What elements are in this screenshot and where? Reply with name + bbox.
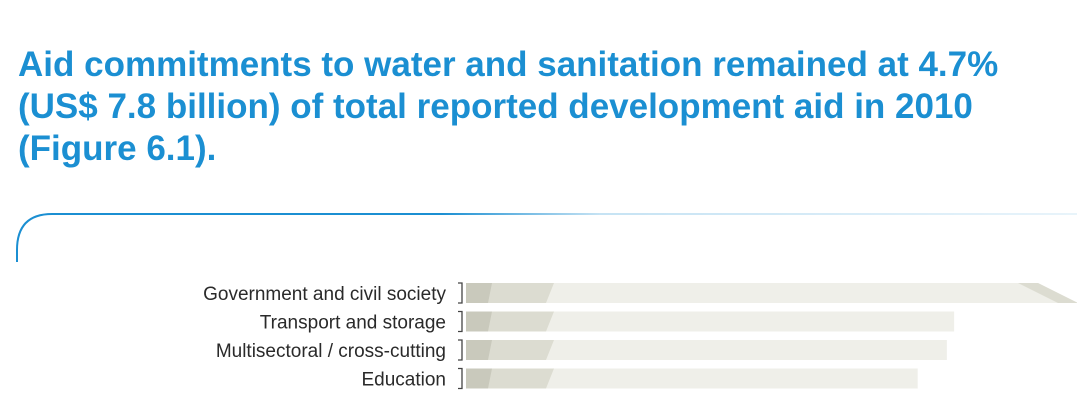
bar-chart: Government and civil society Transport an… — [203, 282, 1077, 391]
axis-tick — [458, 282, 463, 304]
bar-segment — [466, 311, 492, 332]
headline-line-2: (US$ 7.8 billion) of total reported deve… — [18, 87, 973, 126]
bar-segment — [466, 283, 492, 303]
axis-tick — [458, 339, 463, 361]
bar — [466, 311, 955, 332]
axis-tick — [458, 310, 463, 333]
bar — [466, 368, 918, 389]
bar — [466, 340, 947, 360]
headline-line-3: (Figure 6.1). — [18, 129, 217, 168]
bar-segment — [466, 340, 492, 360]
figure-frame-line — [16, 213, 1077, 262]
category-label: Multisectoral / cross-cutting — [216, 341, 446, 362]
headline: Aid commitments to water and sanitation … — [18, 44, 1077, 170]
bar-segment — [1018, 283, 1077, 303]
category-label: Government and civil society — [203, 284, 446, 305]
axis-tick — [458, 367, 463, 390]
category-label: Education — [361, 370, 446, 391]
bar — [466, 283, 1077, 303]
bar-segment — [466, 368, 492, 389]
category-label: Transport and storage — [260, 313, 446, 334]
headline-line-1: Aid commitments to water and sanitation … — [18, 45, 999, 84]
